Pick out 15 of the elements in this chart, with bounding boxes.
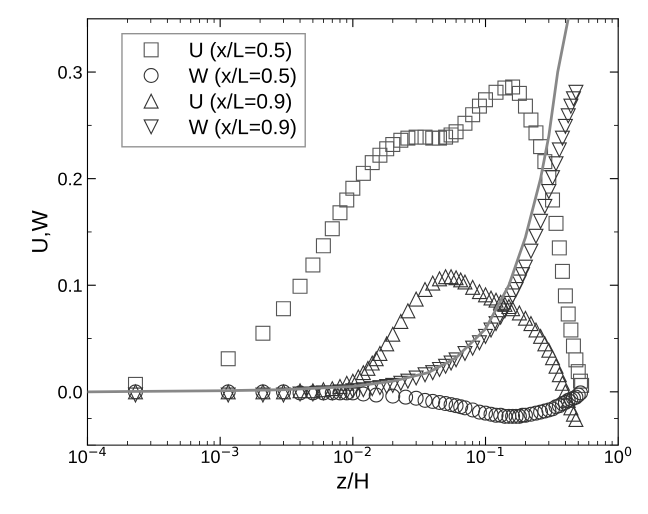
legend-label: U (x/L=0.9): [190, 93, 291, 113]
legend-label: W (x/L=0.5): [188, 68, 296, 88]
y-axis-title: U,W: [32, 210, 50, 252]
x-tick-label: 10$^{−4}$: [69, 446, 106, 464]
x-axis-title: z/H: [337, 472, 368, 489]
y-tick-label: 0.3: [58, 66, 82, 79]
legend-label: U (x/L=0.5): [190, 42, 291, 62]
x-tick-label: 10$^{−3}$: [202, 446, 238, 464]
x-tick-label: 10$^{−1}$: [467, 446, 504, 464]
y-tick-label: 0.1: [58, 279, 82, 292]
legend-label: W (x/L=0.9): [188, 119, 296, 138]
x-tick-label: 10$^{0}$: [605, 446, 632, 464]
y-tick-label: 0.2: [58, 172, 82, 186]
y-tick-label: 0.0: [58, 386, 82, 399]
x-tick-label: 10$^{−2}$: [334, 446, 371, 464]
